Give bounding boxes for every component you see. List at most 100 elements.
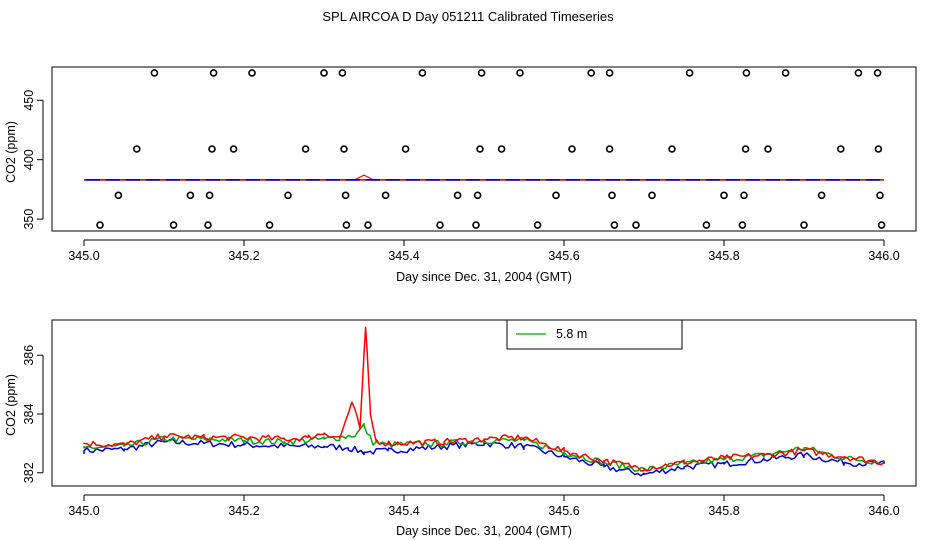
calibration-point xyxy=(477,69,486,77)
bottom-y-tick-label: 384 xyxy=(22,404,36,425)
bottom-y-tick-label: 382 xyxy=(22,462,36,483)
top-red-spike xyxy=(84,174,884,181)
calibration-point xyxy=(340,145,348,153)
calibration-point xyxy=(533,221,542,229)
calibration-point xyxy=(150,69,159,77)
calibration-point xyxy=(301,145,310,153)
calibration-point xyxy=(476,145,484,153)
calibration-point xyxy=(876,191,884,200)
calibration-point xyxy=(133,145,141,153)
calibration-point xyxy=(320,69,328,77)
calibration-point xyxy=(418,69,427,77)
top-x-tick-label: 345.2 xyxy=(228,249,259,263)
chart-title: SPL AIRCOA D Day 051211 Calibrated Times… xyxy=(322,9,614,24)
calibration-point xyxy=(436,221,444,229)
top-y-axis-title: CO2 (ppm) xyxy=(4,121,18,183)
calibration-point xyxy=(702,221,711,229)
calibration-point xyxy=(720,191,728,200)
bottom-y-axis-title: CO2 (ppm) xyxy=(4,374,18,436)
calibration-point xyxy=(204,221,212,229)
calibration-point xyxy=(568,145,576,153)
calibration-point xyxy=(169,221,178,229)
calibration-point xyxy=(764,145,772,153)
calibration-point xyxy=(472,221,480,229)
calibration-point xyxy=(874,145,883,153)
calibration-point xyxy=(208,145,216,153)
top-x-tick-label: 345.6 xyxy=(548,249,579,263)
top-series-lines xyxy=(84,174,884,181)
bottom-x-axis: 345.0 345.2 345.4 345.6 345.8 346.0 xyxy=(68,494,900,518)
legend-label: 5.8 m xyxy=(556,327,587,341)
bottom-x-tick-label: 345.6 xyxy=(548,504,579,518)
calibration-point xyxy=(610,221,619,229)
calibration-point xyxy=(740,191,748,200)
series-line-red xyxy=(83,326,885,472)
calibration-point xyxy=(338,69,347,77)
bottom-x-tick-label: 345.4 xyxy=(388,504,419,518)
top-x-tick-label: 345.0 xyxy=(68,249,99,263)
bottom-panel: 345.0 345.2 345.4 345.6 345.8 346.0 382 384 386… xyxy=(4,319,917,538)
calibration-point xyxy=(364,221,372,229)
bottom-x-axis-title: Day since Dec. 31, 2004 (GMT) xyxy=(396,524,572,538)
calibration-point xyxy=(186,191,195,200)
calibration-point xyxy=(497,145,506,153)
bottom-x-tick-label: 345.8 xyxy=(708,504,739,518)
calibration-point xyxy=(284,191,292,200)
calibration-point xyxy=(738,221,747,229)
calibration-point xyxy=(836,145,845,153)
calibration-point xyxy=(209,69,218,77)
calibration-point xyxy=(648,191,656,200)
calibration-point xyxy=(742,69,751,77)
legend: 5.8 m xyxy=(506,319,683,350)
top-x-axis: 345.0 345.2 345.4 345.6 345.8 346.0 xyxy=(68,239,900,263)
top-x-tick-label: 345.4 xyxy=(388,249,419,263)
bottom-y-axis: 382 384 386 xyxy=(22,345,44,483)
calibration-point xyxy=(381,191,390,200)
calibration-point xyxy=(114,191,123,200)
calibration-point xyxy=(605,69,614,77)
top-calibration-points xyxy=(96,69,886,229)
bottom-x-tick-label: 346.0 xyxy=(868,504,899,518)
bottom-series-lines xyxy=(83,326,885,477)
top-y-axis: 350 400 450 xyxy=(22,90,44,230)
bottom-x-tick-label: 345.0 xyxy=(68,504,99,518)
calibration-point xyxy=(587,69,596,77)
calibration-point xyxy=(781,69,790,77)
calibration-point xyxy=(608,191,616,200)
bottom-x-tick-label: 345.2 xyxy=(228,504,259,518)
top-x-tick-label: 346.0 xyxy=(868,249,899,263)
calibration-point xyxy=(341,191,350,200)
bottom-plot-frame xyxy=(51,319,917,487)
calibration-point xyxy=(552,191,560,200)
calibration-point xyxy=(632,221,640,229)
top-panel: 345.0 345.2 345.4 345.6 345.8 346.0 350 400 450… xyxy=(4,66,917,284)
calibration-point xyxy=(205,191,214,200)
top-plot-frame xyxy=(51,66,917,232)
calibration-point xyxy=(229,145,238,153)
calibration-point xyxy=(516,69,524,77)
calibration-point xyxy=(265,221,274,229)
calibration-point xyxy=(685,69,694,77)
top-x-axis-title: Day since Dec. 31, 2004 (GMT) xyxy=(396,270,572,284)
calibration-point xyxy=(817,191,826,200)
calibration-point xyxy=(800,221,808,229)
calibration-point xyxy=(453,191,462,200)
bottom-y-tick-label: 386 xyxy=(22,345,36,366)
top-y-tick-label: 400 xyxy=(22,149,36,170)
top-y-tick-label: 350 xyxy=(22,209,36,230)
calibration-point xyxy=(473,191,482,200)
top-x-tick-label: 345.8 xyxy=(708,249,739,263)
calibration-point xyxy=(96,221,104,229)
calibration-point xyxy=(668,145,676,153)
calibration-point xyxy=(401,145,410,153)
calibration-point xyxy=(248,69,256,77)
series-line-green xyxy=(83,422,885,472)
calibration-point xyxy=(605,145,614,153)
calibration-point xyxy=(873,69,882,77)
calibration-point xyxy=(877,221,886,229)
top-y-tick-label: 450 xyxy=(22,90,36,111)
calibration-point xyxy=(741,145,750,153)
calibration-point xyxy=(342,221,351,229)
calibration-point xyxy=(854,69,863,77)
